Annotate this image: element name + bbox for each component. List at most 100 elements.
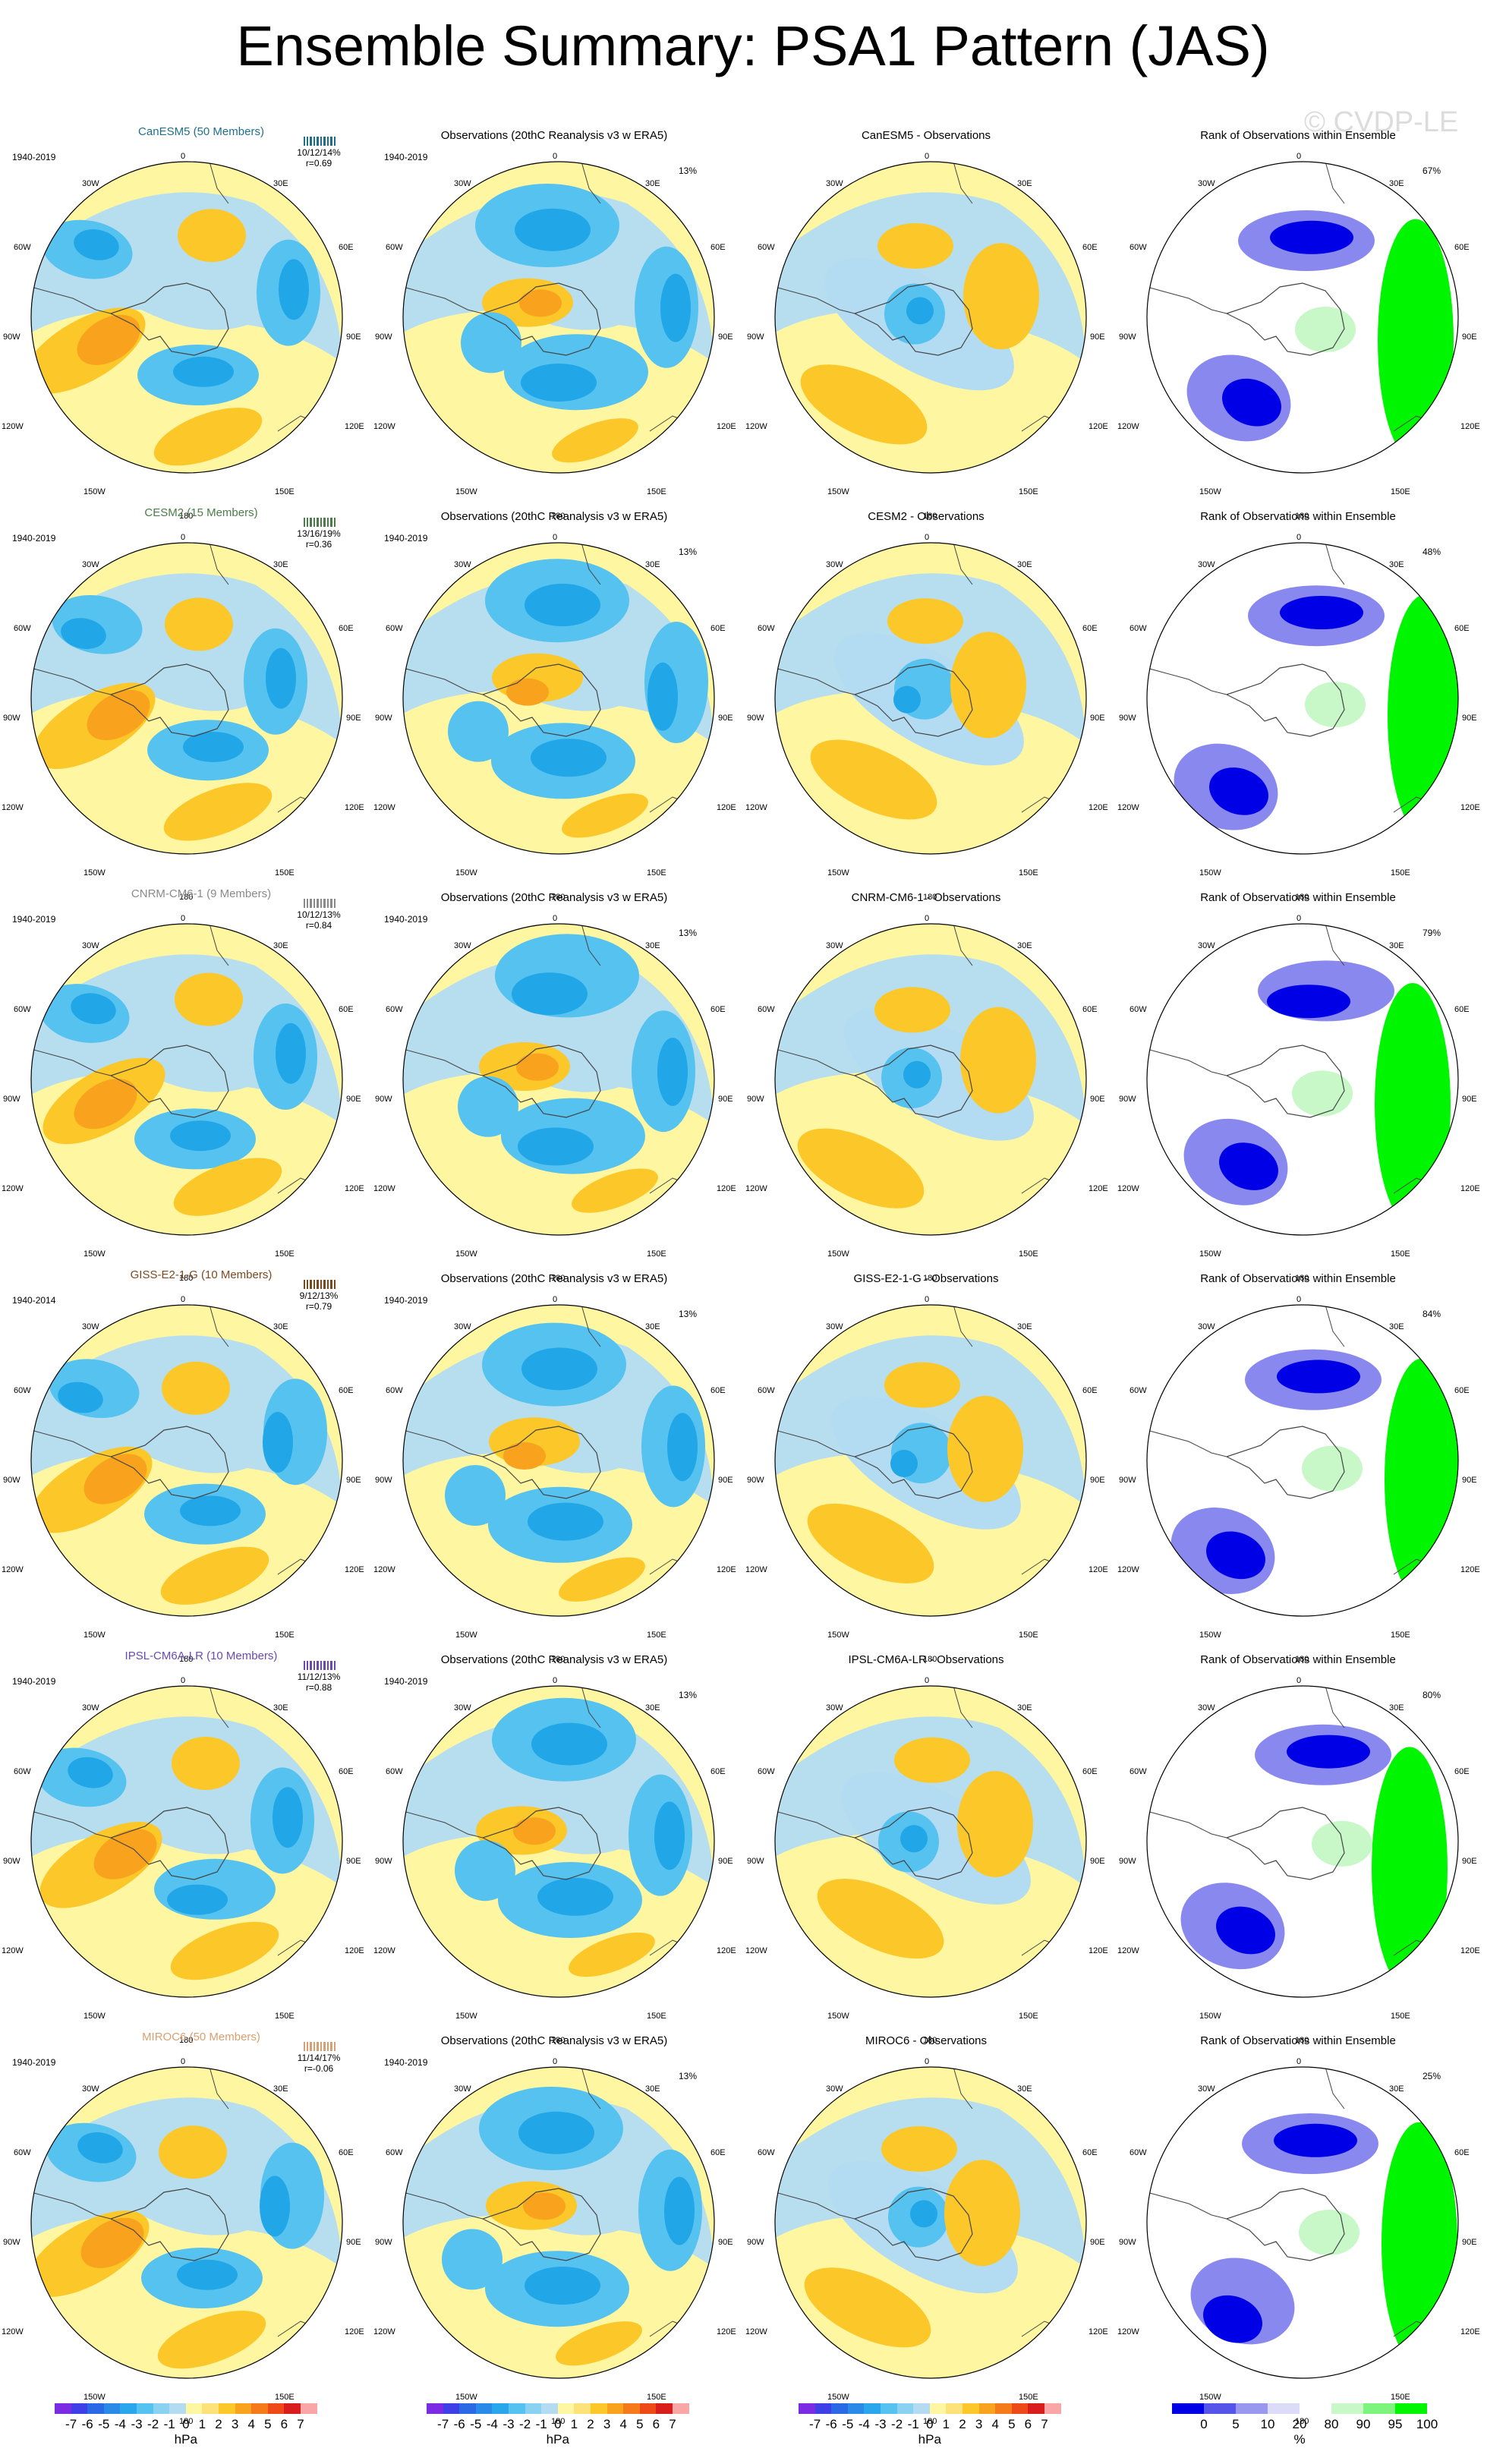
map-border xyxy=(774,1304,1087,1617)
obs-pct: 13% xyxy=(678,165,697,176)
grid-label-left: 90W xyxy=(747,714,764,723)
colorbar-tick: -5 xyxy=(98,2417,110,2431)
grid-label-tr: 30E xyxy=(273,941,288,950)
grid-label-ur: 60E xyxy=(1454,1386,1470,1395)
mean-panel: CESM2 (15 Members) 1940-2019 13/16/19% r=0.… xyxy=(0,503,364,902)
colorbar-tick: 1 xyxy=(198,2417,206,2431)
grid-label-ur: 60E xyxy=(1082,1005,1098,1014)
colorbar-swatch xyxy=(219,2403,235,2414)
grid-label-br: 150E xyxy=(1019,487,1038,496)
member-tick xyxy=(324,1661,326,1670)
grid-label-tl: 30W xyxy=(82,1703,99,1713)
contour-region xyxy=(877,223,953,269)
contour-region xyxy=(1388,594,1458,837)
contour-region xyxy=(1299,2210,1359,2255)
model-stats: 9/12/13% r=0.79 xyxy=(277,1290,361,1312)
colorbar-rank: 0 5 10 20 80 90 95 100% xyxy=(1172,2403,1453,2456)
grid-label-tr: 30E xyxy=(1017,179,1032,188)
coastline xyxy=(775,1810,855,1839)
rank-title: Rank of Observations within Ensemble xyxy=(1200,891,1396,904)
diff-title: MIROC6 - Observations xyxy=(865,2034,988,2047)
coastline xyxy=(209,162,229,204)
grid-label-top: 0 xyxy=(1296,1676,1302,1685)
coastline xyxy=(853,282,973,356)
coastline xyxy=(1325,1686,1345,1728)
coastline xyxy=(853,1807,973,1880)
grid-label-bottom: 180 xyxy=(923,512,937,521)
contour-region xyxy=(963,243,1039,350)
grid-label-ul: 60W xyxy=(14,1767,31,1776)
colorbar-tick: 7 xyxy=(297,2417,304,2431)
grid-label-br: 150E xyxy=(275,2012,295,2021)
colorbar-tick: -4 xyxy=(486,2417,498,2431)
contour-region xyxy=(647,662,678,731)
contour-region xyxy=(167,1884,228,1915)
contour-region xyxy=(810,739,937,820)
coastline xyxy=(775,1048,855,1076)
colorbar-diff: -7 -6 -5 -4 -3 -2 -1 0 1 2 3 4 5 6 7 hPa xyxy=(799,2403,1079,2456)
contour-region xyxy=(807,1503,934,1583)
grid-label-ll: 120W xyxy=(745,803,767,812)
colorbar-swatch xyxy=(1331,2403,1363,2414)
member-tick xyxy=(320,2042,322,2051)
colorbar-swatch xyxy=(574,2403,591,2414)
colorbar-tick: 2 xyxy=(959,2417,966,2431)
colorbar-swatch xyxy=(202,2403,219,2414)
mean-map xyxy=(30,542,343,855)
contour-region xyxy=(1295,307,1356,352)
variance-range: 11/14/17% xyxy=(297,2053,341,2063)
colorbar-unit: hPa xyxy=(918,2432,941,2447)
grid-label-tl: 30W xyxy=(82,560,99,569)
map-border xyxy=(1146,1304,1459,1617)
member-tick xyxy=(327,518,329,527)
contour-region xyxy=(654,1801,685,1870)
grid-label-left: 90W xyxy=(3,332,20,342)
diff-title: CESM2 - Observations xyxy=(868,510,985,523)
colorbar-tick: 4 xyxy=(619,2417,627,2431)
negative-anomaly-region xyxy=(403,2097,714,2268)
grid-label-bottom: 180 xyxy=(551,1274,566,1283)
diff-panel: CESM2 - Observations 0 30W 30E 60W 60E 90W 90E 1… xyxy=(744,503,1108,902)
map-border xyxy=(774,1685,1087,1998)
grid-label-ur: 60E xyxy=(1082,243,1098,252)
colorbar-model: -7 -6 -5 -4 -3 -2 -1 0 1 2 3 4 5 6 7 hPa xyxy=(55,2403,336,2456)
contour-region xyxy=(279,259,309,320)
contour-region xyxy=(273,1787,303,1848)
contour-region xyxy=(817,1879,944,1959)
contour-region xyxy=(519,289,562,317)
member-tick xyxy=(327,2042,329,2051)
model-title: IPSL-CM6A-LR (10 Members) xyxy=(124,1649,278,1662)
contour-region xyxy=(458,1076,518,1137)
grid-label-ll: 120W xyxy=(1117,1184,1139,1193)
contour-region xyxy=(175,972,243,1026)
coastline xyxy=(1147,2191,1227,2220)
contour-region xyxy=(442,2229,503,2290)
contour-region xyxy=(1287,1735,1370,1769)
grid-label-bottom: 180 xyxy=(551,1655,566,1664)
model-period: 1940-2019 xyxy=(12,2057,56,2068)
grid-label-br: 150E xyxy=(647,2012,666,2021)
member-tick xyxy=(307,1280,308,1289)
coastline xyxy=(1325,543,1345,585)
variance-range: 10/12/13% xyxy=(297,909,341,920)
member-tick xyxy=(304,1280,305,1289)
contour-region xyxy=(664,2176,695,2245)
contour-region xyxy=(910,2200,937,2228)
colorbar-swatch xyxy=(946,2403,963,2414)
contour-region xyxy=(556,2321,642,2366)
member-tick xyxy=(324,1280,326,1289)
mean-panel: GISS-E2-1-G (10 Members) 1940-2014 9/12/13… xyxy=(0,1265,364,1664)
grid-label-tr: 30E xyxy=(1017,2084,1032,2094)
coastline xyxy=(775,2191,855,2220)
grid-label-br: 150E xyxy=(1391,2393,1410,2402)
grid-label-tr: 30E xyxy=(1017,1322,1032,1331)
coastline xyxy=(481,1045,601,1118)
grid-label-left: 90W xyxy=(1119,714,1136,723)
grid-label-bottom: 180 xyxy=(551,893,566,902)
grid-label-top: 0 xyxy=(181,533,186,542)
coastline xyxy=(853,1426,973,1499)
coastline xyxy=(581,1305,601,1347)
grid-label-tl: 30W xyxy=(82,941,99,950)
grid-label-ur: 60E xyxy=(710,1386,726,1395)
member-rug xyxy=(281,518,357,527)
